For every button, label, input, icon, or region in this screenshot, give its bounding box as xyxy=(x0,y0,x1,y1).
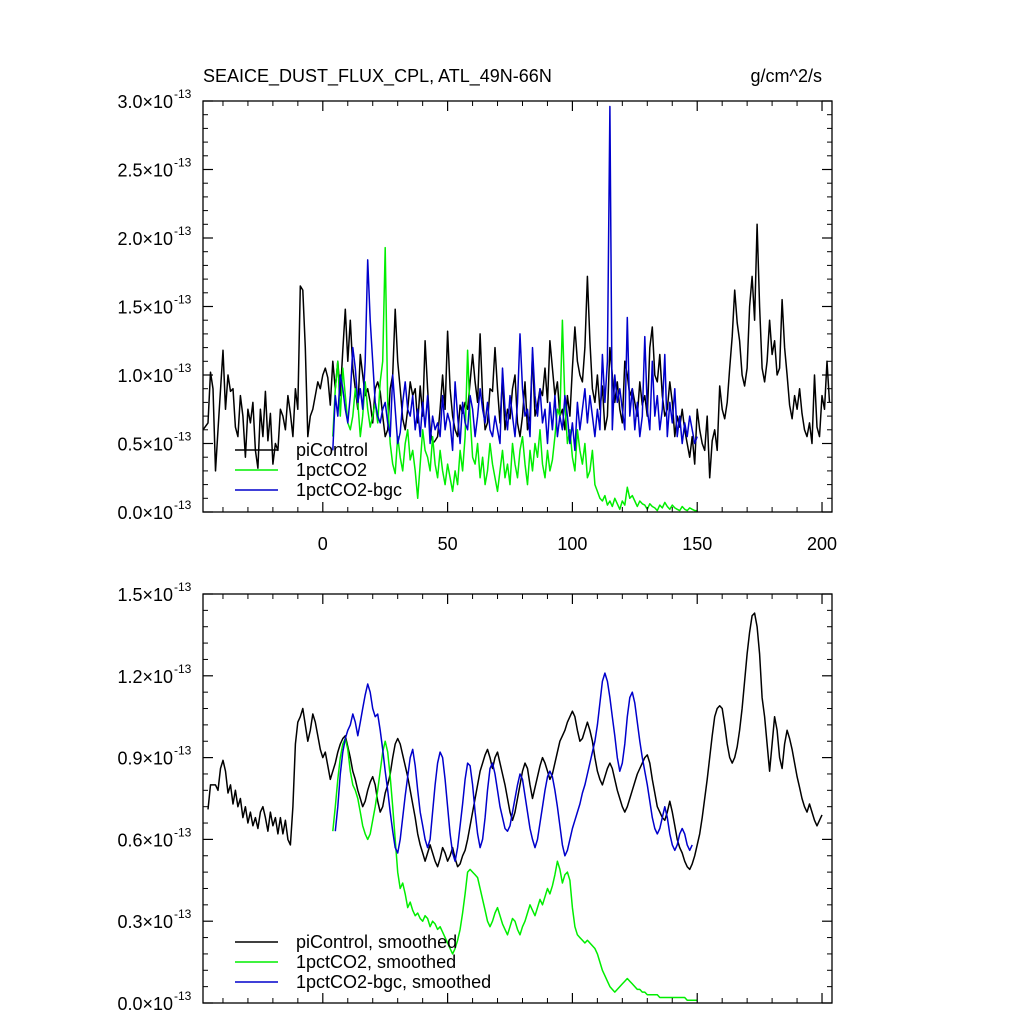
bottom-series-line-0 xyxy=(207,612,823,871)
bottom-y-tick-label: 0.9×10 xyxy=(117,749,173,769)
top-legend-label-1: 1pctCO2 xyxy=(296,460,367,480)
bottom-y-tick-exponent: -13 xyxy=(174,989,192,1003)
bottom-series-line-2 xyxy=(334,672,693,862)
bottom-series-group xyxy=(207,612,823,1002)
bottom-y-tick-exponent: -13 xyxy=(174,662,192,676)
bottom-y-tick-label: 1.5×10 xyxy=(117,585,173,605)
top-y-tick-label: 2.5×10 xyxy=(117,161,173,181)
top-x-tick-label: 50 xyxy=(438,534,458,554)
top-y-tick-label: 3.0×10 xyxy=(117,92,173,112)
top-x-tick-label: 100 xyxy=(557,534,587,554)
top-series-group xyxy=(202,105,831,512)
bottom-y-tick-label: 0.3×10 xyxy=(117,912,173,932)
top-y-tick-exponent: -13 xyxy=(174,498,192,512)
top-x-tick-label: 200 xyxy=(807,534,837,554)
top-y-tick-exponent: -13 xyxy=(174,156,192,170)
top-panel: SEAICE_DUST_FLUX_CPL, ATL_49N-66N g/cm^2… xyxy=(117,66,837,554)
top-y-tick-exponent: -13 xyxy=(174,430,192,444)
top-y-tick-exponent: -13 xyxy=(174,224,192,238)
chart-title: SEAICE_DUST_FLUX_CPL, ATL_49N-66N xyxy=(203,66,552,87)
bottom-panel: 0.0×10 -130.3×10 -130.6×10 -130.9×10 -131.2×… xyxy=(117,580,833,1014)
top-x-tick-label: 150 xyxy=(682,534,712,554)
bottom-y-tick-exponent: -13 xyxy=(174,907,192,921)
top-series-line-2 xyxy=(332,105,698,452)
top-y-tick-label: 0.5×10 xyxy=(117,435,173,455)
top-legend-label-2: 1pctCO2-bgc xyxy=(296,480,402,500)
bottom-axes: 0.0×10 -130.3×10 -130.6×10 -130.9×10 -131.2×… xyxy=(117,580,833,1014)
units-label: g/cm^2/s xyxy=(751,66,822,86)
top-series-line-0 xyxy=(202,223,831,479)
top-y-tick-exponent: -13 xyxy=(174,87,192,101)
bottom-y-tick-exponent: -13 xyxy=(174,580,192,594)
top-y-tick-label: 1.5×10 xyxy=(117,298,173,318)
bottom-y-tick-exponent: -13 xyxy=(174,744,192,758)
bottom-y-tick-label: 0.0×10 xyxy=(117,994,173,1014)
bottom-legend-label-2: 1pctCO2-bgc, smoothed xyxy=(296,972,491,992)
bottom-y-tick-exponent: -13 xyxy=(174,825,192,839)
top-series-line-1 xyxy=(332,246,698,512)
bottom-legend-label-1: 1pctCO2, smoothed xyxy=(296,952,456,972)
top-legend-label-0: piControl xyxy=(296,440,368,460)
top-y-tick-label: 1.0×10 xyxy=(117,366,173,386)
top-y-tick-label: 0.0×10 xyxy=(117,503,173,523)
bottom-y-tick-label: 1.2×10 xyxy=(117,667,173,687)
top-y-tick-label: 2.0×10 xyxy=(117,229,173,249)
bottom-legend-label-0: piControl, smoothed xyxy=(296,932,457,952)
bottom-plot-frame xyxy=(202,593,833,1004)
bottom-y-tick-label: 0.6×10 xyxy=(117,830,173,850)
top-y-tick-exponent: -13 xyxy=(174,293,192,307)
bottom-series-line-1 xyxy=(332,737,698,1002)
top-y-tick-exponent: -13 xyxy=(174,361,192,375)
top-x-tick-label: 0 xyxy=(318,534,328,554)
